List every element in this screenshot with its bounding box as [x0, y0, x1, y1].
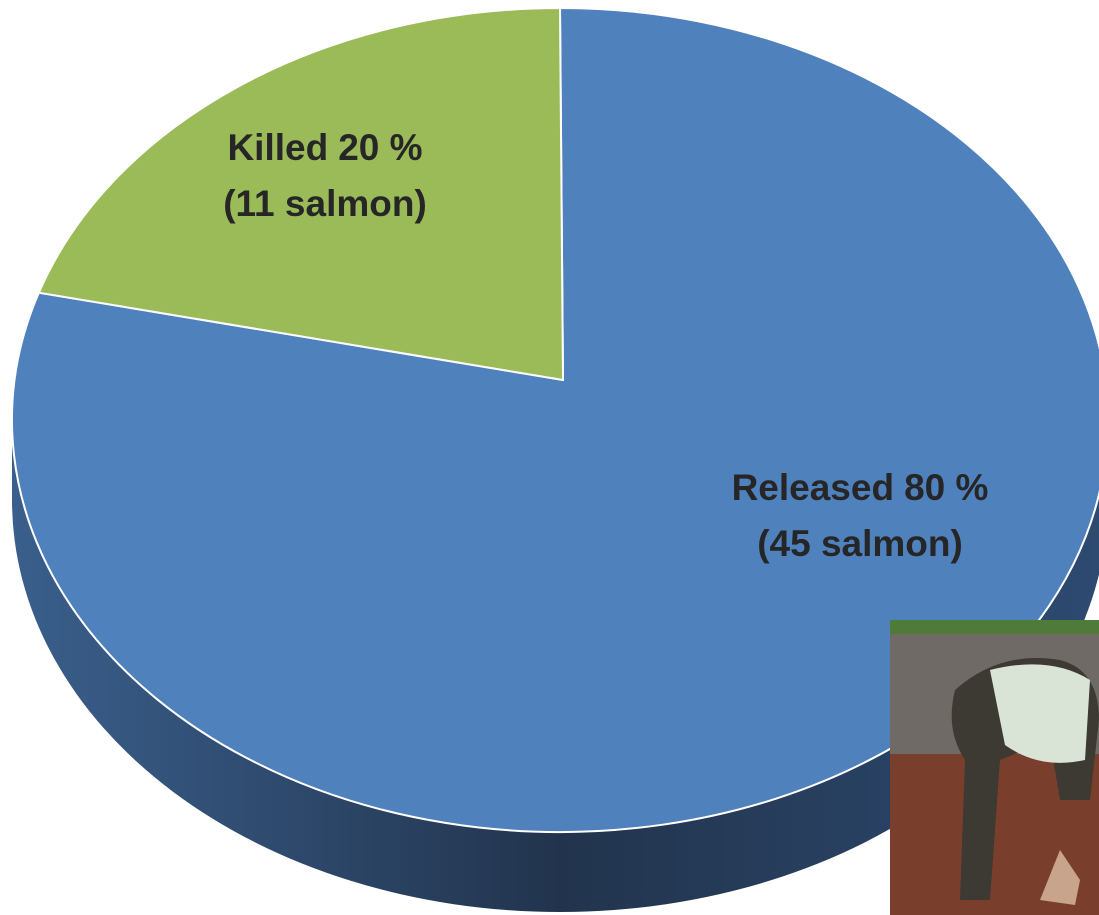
slice-label: Released 80 % [732, 467, 989, 508]
slice-sublabel: (11 salmon) [223, 183, 427, 224]
category-label: Killed [227, 127, 328, 168]
pie-slice [11, 6, 1099, 833]
pie [11, 6, 1099, 912]
value-label: 20 % [338, 127, 422, 168]
pie-slice [37, 6, 565, 382]
labels: Released 80 % (45 salmon) Killed 20 % (11 sal… [223, 127, 988, 564]
value-label: 80 % [904, 467, 988, 508]
pie-side [12, 420, 1099, 912]
photo [890, 620, 1099, 915]
slice-label: Killed 20 % [227, 127, 422, 168]
slice-sublabel: (45 salmon) [757, 523, 963, 564]
category-label: Released [732, 467, 895, 508]
